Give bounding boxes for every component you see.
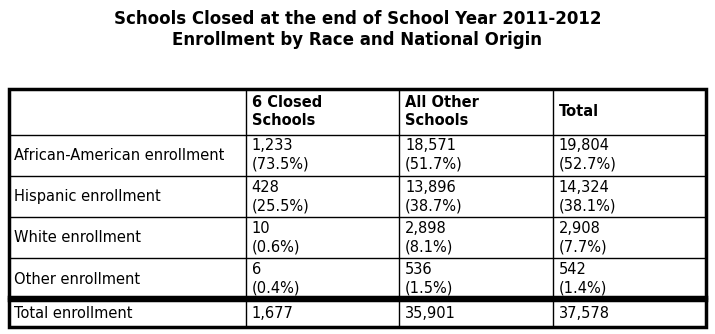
- Text: Hispanic enrollment: Hispanic enrollment: [14, 189, 161, 204]
- Text: 2,898
(8.1%): 2,898 (8.1%): [405, 221, 453, 255]
- Text: 37,578: 37,578: [558, 306, 610, 321]
- Text: African-American enrollment: African-American enrollment: [14, 148, 225, 163]
- Text: 1,233
(73.5%): 1,233 (73.5%): [252, 138, 309, 172]
- Text: 14,324
(38.1%): 14,324 (38.1%): [558, 180, 616, 213]
- Text: Schools Closed at the end of School Year 2011-2012
Enrollment by Race and Nation: Schools Closed at the end of School Year…: [114, 10, 601, 49]
- Text: 6 Closed
Schools: 6 Closed Schools: [252, 95, 322, 128]
- Text: 35,901: 35,901: [405, 306, 456, 321]
- Text: 2,908
(7.7%): 2,908 (7.7%): [558, 221, 607, 255]
- Text: 1,677: 1,677: [252, 306, 293, 321]
- Text: 10
(0.6%): 10 (0.6%): [252, 221, 300, 255]
- Text: 536
(1.5%): 536 (1.5%): [405, 262, 453, 296]
- Text: 19,804
(52.7%): 19,804 (52.7%): [558, 138, 616, 172]
- Text: 6
(0.4%): 6 (0.4%): [252, 262, 300, 296]
- Text: White enrollment: White enrollment: [14, 230, 142, 245]
- Text: Other enrollment: Other enrollment: [14, 272, 140, 287]
- Text: 18,571
(51.7%): 18,571 (51.7%): [405, 138, 463, 172]
- Text: 542
(1.4%): 542 (1.4%): [558, 262, 607, 296]
- Text: 428
(25.5%): 428 (25.5%): [252, 180, 310, 213]
- Text: All Other
Schools: All Other Schools: [405, 95, 479, 128]
- Text: Total enrollment: Total enrollment: [14, 306, 133, 321]
- Text: 13,896
(38.7%): 13,896 (38.7%): [405, 180, 463, 213]
- Text: Total: Total: [558, 104, 598, 119]
